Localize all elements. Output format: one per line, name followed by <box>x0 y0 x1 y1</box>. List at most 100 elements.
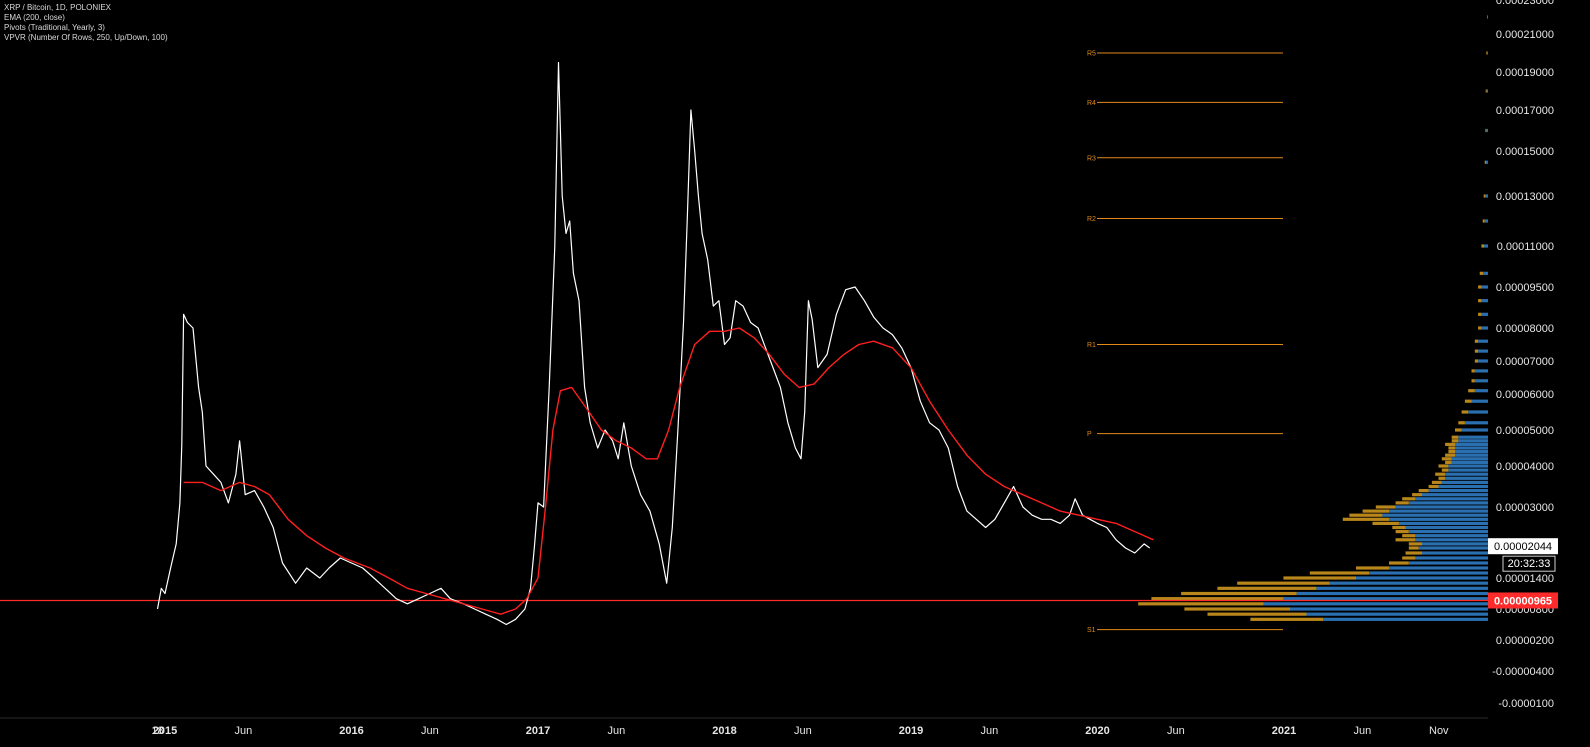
volume-row-down <box>1372 521 1399 525</box>
y-tick-label: 0.00005000 <box>1496 425 1554 437</box>
volume-row-up <box>1451 460 1488 464</box>
y-tick-label: 0.00011000 <box>1497 241 1554 253</box>
volume-row-up <box>1290 607 1488 611</box>
volume-row-down <box>1431 480 1442 484</box>
volume-row-down <box>1461 410 1469 414</box>
y-tick-label: 0.00008000 <box>1496 323 1554 335</box>
x-tick-label: Nov <box>1429 725 1449 737</box>
volume-row-down <box>1402 556 1416 560</box>
x-tick-label: 2020 <box>1085 725 1109 737</box>
volume-row-down <box>1484 160 1487 164</box>
volume-row-up <box>1458 439 1488 443</box>
x-tick-label: Jun <box>794 725 812 737</box>
volume-row-up <box>1481 285 1488 289</box>
volume-row-down <box>1482 219 1485 223</box>
y-tick-label: 0.00013000 <box>1496 191 1554 203</box>
y-tick-label: 0.00021000 <box>1496 29 1554 41</box>
volume-row-up <box>1428 489 1488 493</box>
volume-row-down <box>1217 586 1317 590</box>
volume-row-up <box>1408 501 1488 505</box>
volume-row-up <box>1283 597 1488 601</box>
volume-row-up <box>1329 581 1488 585</box>
y-tick-label: 0.00003000 <box>1496 502 1554 514</box>
y-tick-label: 0.00009500 <box>1496 282 1554 294</box>
volume-row-down <box>1448 446 1455 450</box>
volume-row-down <box>1451 435 1459 439</box>
volume-row-down <box>1464 399 1472 403</box>
volume-row-down <box>1458 421 1465 425</box>
volume-row-down <box>1481 244 1485 248</box>
volume-row-down <box>1485 89 1487 93</box>
y-tick-label: -0.00000400 <box>1492 666 1554 678</box>
volume-row-down <box>1486 51 1488 55</box>
volume-row-up <box>1441 480 1488 484</box>
x-tick-label: Jun <box>1167 725 1185 737</box>
chart-legend: XRP / Bitcoin, 1D, POLONIEX EMA (200, cl… <box>4 3 168 43</box>
volume-row-down <box>1151 597 1284 601</box>
volume-row-up <box>1478 339 1488 343</box>
volume-row-up <box>1478 359 1488 363</box>
y-tick-label: 0.00017000 <box>1496 105 1554 117</box>
legend-vpvr: VPVR (Number Of Rows, 250, Up/Down, 100) <box>4 33 168 42</box>
volume-row-up <box>1389 566 1488 570</box>
volume-row-down <box>1478 285 1482 289</box>
legend-ema: EMA (200, close) <box>4 13 65 22</box>
volume-row-up <box>1484 244 1488 248</box>
pivot-label: R1 <box>1087 342 1096 349</box>
volume-row-down <box>1485 128 1487 133</box>
volume-row-down <box>1237 581 1330 585</box>
volume-row-up <box>1486 160 1488 164</box>
volume-row-down <box>1405 551 1422 555</box>
volume-row-up <box>1484 219 1488 223</box>
volume-row-down <box>1478 312 1482 316</box>
volume-row-up <box>1455 442 1488 446</box>
y-tick-label: 0.00001400 <box>1496 573 1554 585</box>
volume-row-up <box>1418 546 1488 550</box>
volume-row-up <box>1316 586 1488 590</box>
volume-row-down <box>1402 534 1416 538</box>
volume-row-down <box>1451 439 1459 443</box>
x-tick-label: 2016 <box>339 725 363 737</box>
price-tags: 0.00002044 20:32:33 0.00000965 <box>1488 538 1558 609</box>
volume-row-up <box>1395 505 1488 509</box>
volume-row-down <box>1438 464 1449 468</box>
volume-row-up <box>1474 389 1488 393</box>
volume-row-down <box>1441 457 1452 461</box>
volume-profile <box>1138 15 1488 621</box>
volume-row-up <box>1461 428 1488 432</box>
volume-row-up <box>1389 509 1488 513</box>
volume-row-up <box>1405 525 1488 530</box>
volume-row-up <box>1422 542 1488 546</box>
volume-row-down <box>1362 509 1389 513</box>
volume-row-down <box>1349 513 1383 517</box>
x-tick-label: 2017 <box>526 725 550 737</box>
volume-row-down <box>1283 576 1356 580</box>
volume-row-down <box>1445 442 1455 446</box>
countdown-tag <box>1502 555 1556 572</box>
x-tick-label: Jun <box>234 725 252 737</box>
volume-row-up <box>1474 369 1488 373</box>
volume-row-down <box>1207 612 1307 616</box>
volume-row-up <box>1415 497 1488 501</box>
countdown-label: 20:32:33 <box>1508 558 1551 570</box>
volume-row-down <box>1408 542 1422 546</box>
volume-row-down <box>1418 489 1429 493</box>
volume-row-down <box>1474 349 1479 353</box>
volume-row-up <box>1478 349 1488 353</box>
x-tick-label: 2021 <box>1272 725 1296 737</box>
volume-row-up <box>1306 612 1488 616</box>
volume-row-down <box>1138 602 1264 606</box>
volume-row-up <box>1422 551 1488 555</box>
volume-row-up <box>1415 538 1488 542</box>
volume-row-down <box>1184 607 1290 611</box>
x-tick-label: 18 <box>151 725 163 737</box>
volume-row-down <box>1395 501 1409 505</box>
last-price-tag <box>1488 538 1558 555</box>
volume-row-up <box>1455 446 1488 450</box>
volume-row-up <box>1471 399 1488 403</box>
volume-row-down <box>1250 617 1323 621</box>
volume-row-up <box>1468 410 1488 414</box>
legend-pivots: Pivots (Traditional, Yearly, 3) <box>4 23 105 32</box>
